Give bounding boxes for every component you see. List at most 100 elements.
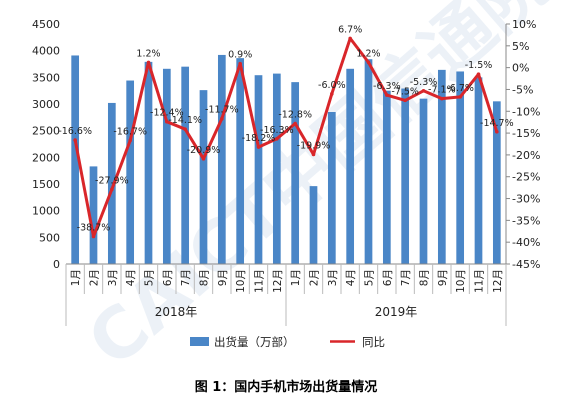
data-label: -6.3% <box>373 81 401 92</box>
month-label: 12月 <box>272 269 284 293</box>
data-label: -14.7% <box>480 118 514 129</box>
month-label: 8月 <box>419 269 431 286</box>
data-label: 6.7% <box>338 24 362 35</box>
bar <box>272 73 281 264</box>
data-label: -12.8% <box>278 109 312 120</box>
month-label: 1月 <box>290 269 302 286</box>
y-right-tick-label: -35% <box>512 214 540 227</box>
yoy-point <box>128 138 132 143</box>
bar <box>456 71 465 264</box>
month-label: 6月 <box>382 269 394 286</box>
legend: 出货量（万部） 同比 <box>190 335 385 349</box>
y-left-tick-label: 3000 <box>32 98 60 111</box>
bar <box>254 75 263 264</box>
legend-label-shipments: 出货量（万部） <box>214 335 295 349</box>
y-right-tick-label: -20% <box>512 149 540 162</box>
data-label: -11.7% <box>205 105 239 116</box>
yoy-point <box>183 127 187 131</box>
bar <box>71 55 80 264</box>
data-label: -16.3% <box>260 125 294 136</box>
month-label: 8月 <box>199 269 211 286</box>
yoy-point <box>385 93 389 97</box>
yoy-point <box>165 119 169 124</box>
month-label: 4月 <box>125 269 137 286</box>
data-label: -7.1% <box>428 85 456 96</box>
yoy-point <box>330 92 334 96</box>
bar <box>291 82 300 264</box>
bar <box>144 61 153 264</box>
y-right-tick-label: -45% <box>512 258 540 271</box>
data-label: -6.7% <box>446 83 474 94</box>
data-label: -16.7% <box>113 127 147 138</box>
data-label: -7.5% <box>391 86 419 97</box>
month-label: 11月 <box>254 269 266 293</box>
y-left-tick-label: 500 <box>39 231 60 244</box>
data-label: 0.9% <box>228 50 252 61</box>
plot-area: 0 500 1000 1500 2000 2500 3000 3500 4000 4500 -45%… <box>32 18 540 326</box>
yoy-line <box>73 36 499 238</box>
yoy-point <box>110 187 114 192</box>
y-left-tick-label: 2000 <box>32 151 60 164</box>
data-label: -16.6% <box>58 126 92 137</box>
data-label: -5.3% <box>410 77 438 88</box>
data-label: -38.7% <box>77 223 111 234</box>
bar <box>492 101 501 264</box>
month-label: 7月 <box>180 269 192 286</box>
yoy-point <box>476 72 481 76</box>
month-label: 11月 <box>474 269 486 293</box>
yoy-point <box>201 157 206 161</box>
y-left-tick-label: 4000 <box>32 45 60 58</box>
year-label: 2018年 <box>155 305 198 319</box>
month-label: 10月 <box>235 269 247 293</box>
yoy-point <box>421 88 426 93</box>
y-left-tick-label: 3500 <box>32 71 60 84</box>
bar <box>126 80 135 265</box>
month-label: 2月 <box>89 269 101 286</box>
yoy-point <box>256 145 261 149</box>
bar <box>107 102 116 264</box>
month-label: 5月 <box>364 269 376 286</box>
y-right-tick-label: 0% <box>512 62 529 75</box>
data-label: -12.4% <box>150 108 184 119</box>
bar <box>236 58 245 265</box>
data-label: -20.9% <box>187 145 221 156</box>
y-right-tick-label: 5% <box>512 40 529 53</box>
bar <box>437 69 446 264</box>
data-label: 1.2% <box>356 48 380 59</box>
yoy-point <box>311 152 316 157</box>
yoy-point <box>293 121 297 126</box>
bar <box>382 90 391 265</box>
bar <box>364 59 373 265</box>
month-label: 3月 <box>107 269 119 286</box>
month-label: 4月 <box>345 269 357 286</box>
yoy-point <box>146 60 151 65</box>
yoy-point <box>348 36 352 41</box>
data-label: -14.1% <box>168 115 202 126</box>
bar <box>346 68 355 264</box>
y-left-tick-label: 1500 <box>32 178 60 191</box>
y-right-tick-label: -10% <box>512 105 540 118</box>
month-label: 1月 <box>70 269 82 286</box>
bar <box>327 112 336 264</box>
y-left-tick-label: 4500 <box>32 18 60 31</box>
month-label: 12月 <box>492 269 504 293</box>
data-label: -18.2% <box>242 133 276 144</box>
bar <box>199 90 208 264</box>
yoy-point <box>275 136 279 141</box>
yoy-point <box>220 116 224 121</box>
bar <box>162 68 171 264</box>
y-left-tick-label: 1000 <box>32 205 60 218</box>
y-right-tick-label: 10% <box>512 18 536 31</box>
yoy-point <box>495 129 499 134</box>
yoy-point <box>440 96 444 101</box>
y-right-tick-label: -15% <box>512 127 540 140</box>
month-label: 7月 <box>400 269 412 286</box>
bar <box>401 88 410 265</box>
data-label: -1.5% <box>465 60 493 71</box>
yoy-point <box>238 61 242 66</box>
data-label: 1.2% <box>136 48 160 59</box>
y-right-tick-label: -30% <box>512 193 540 206</box>
month-label: 9月 <box>437 269 449 286</box>
bar <box>419 98 428 265</box>
